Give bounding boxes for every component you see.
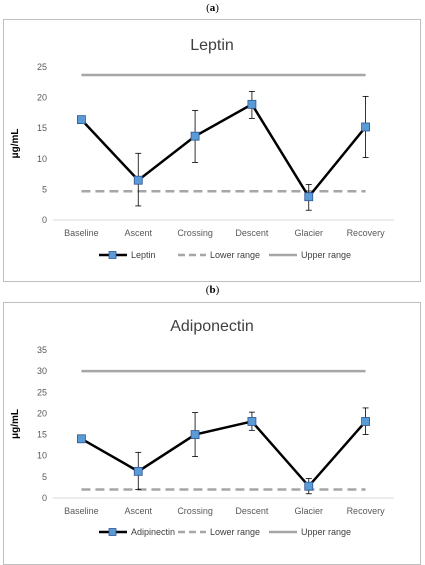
y-tick-label: 20 xyxy=(37,408,47,418)
legend-label-upper: Upper range xyxy=(301,527,351,537)
x-tick-label: Recovery xyxy=(347,506,386,516)
y-tick-label: 25 xyxy=(37,387,47,397)
chart-title: Leptin xyxy=(190,37,234,54)
x-tick-label: Glacier xyxy=(294,228,323,238)
legend-label-upper: Upper range xyxy=(301,250,351,260)
data-point xyxy=(133,466,143,476)
chart-leptin-plot: Leptin μg/mL 0 5 10 15 20 25 Baseline Ascent Cross… xyxy=(10,37,394,260)
y-tick-label: 0 xyxy=(42,215,47,225)
data-point xyxy=(77,115,86,125)
y-tick-label: 25 xyxy=(37,62,47,72)
data-point xyxy=(304,192,314,202)
x-tick-label: Baseline xyxy=(64,228,99,238)
legend-marker-main xyxy=(108,528,117,536)
y-tick-label: 10 xyxy=(37,154,47,164)
legend-label-lower: Lower range xyxy=(210,527,260,537)
y-tick-label: 20 xyxy=(37,93,47,103)
y-tick-label: 5 xyxy=(42,472,47,482)
data-point xyxy=(133,175,143,185)
x-tick-label: Baseline xyxy=(64,506,99,516)
data-point xyxy=(77,434,86,444)
chart-adiponectin-plot: Adiponectin μg/mL 0 5 10 15 20 25 30 35 Baseline As… xyxy=(10,318,394,537)
main-series-line xyxy=(80,420,367,489)
legend-label-main: Leptin xyxy=(131,250,156,260)
x-tick-label: Descent xyxy=(235,506,269,516)
data-point xyxy=(361,417,370,426)
data-point xyxy=(190,430,200,439)
chart-title: Adiponectin xyxy=(170,318,254,335)
x-tick-label: Ascent xyxy=(124,228,152,238)
y-tick-label: 0 xyxy=(42,493,47,503)
main-series-line xyxy=(80,102,367,199)
y-tick-label: 35 xyxy=(37,345,47,355)
data-point xyxy=(247,417,257,426)
y-tick-label: 15 xyxy=(37,123,47,133)
y-tick-label: 30 xyxy=(37,366,47,376)
data-point xyxy=(361,122,370,132)
y-axis-label: μg/mL xyxy=(10,128,21,158)
y-tick-label: 10 xyxy=(37,451,47,461)
x-tick-label: Recovery xyxy=(347,228,386,238)
data-point xyxy=(190,131,200,141)
chart-adiponectin: Adiponectin μg/mL 0 5 10 15 20 25 30 35 Baseline As… xyxy=(3,302,421,565)
x-tick-label: Glacier xyxy=(294,506,323,516)
x-tick-label: Crossing xyxy=(177,228,213,238)
y-tick-label: 5 xyxy=(42,184,47,194)
panel-label-a: (a) xyxy=(206,2,219,14)
panel-label-b: (b) xyxy=(205,284,220,296)
legend-label-main: Adipinectin xyxy=(131,527,175,537)
y-tick-label: 15 xyxy=(37,430,47,440)
x-tick-label: Ascent xyxy=(124,506,152,516)
data-point xyxy=(247,99,257,109)
data-point xyxy=(304,481,314,491)
legend-label-lower: Lower range xyxy=(210,250,260,260)
x-tick-label: Descent xyxy=(235,228,269,238)
y-axis-label: μg/mL xyxy=(10,409,21,439)
x-tick-label: Crossing xyxy=(177,506,213,516)
legend-marker-main xyxy=(108,251,117,259)
chart-leptin: Leptin μg/mL 0 5 10 15 20 25 Baseline Ascent Cross… xyxy=(3,19,421,282)
